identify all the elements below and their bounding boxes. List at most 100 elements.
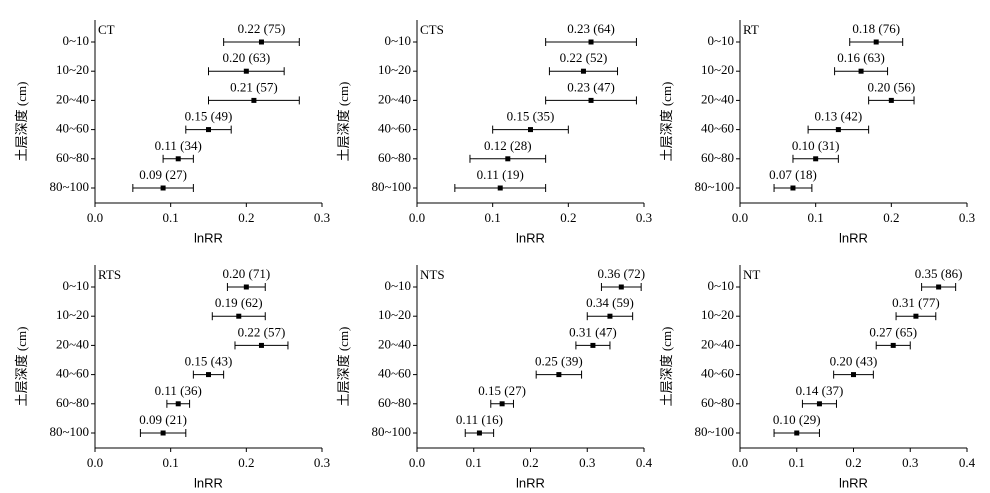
panel-title: RTS [98,267,121,282]
x-tick-label: 0.2 [238,455,254,470]
y-tick-label: 20~40 [378,91,411,106]
x-tick-label: 0.3 [959,210,975,225]
point [618,284,624,290]
value-label: 0.34 (59) [586,295,634,310]
y-tick-label: 40~60 [378,121,411,136]
point [936,284,942,290]
point [580,68,586,74]
value-label: 0.11 (16) [456,412,503,427]
x-tick-label: 0.3 [314,455,330,470]
x-tick-label: 0.3 [636,210,652,225]
point [251,97,257,103]
y-tick-label: 10~20 [56,62,89,77]
y-tick-label: 20~40 [56,336,89,351]
y-axis-label: 土层深度 (cm) [659,327,674,407]
point [816,401,822,407]
y-tick-label: 0~10 [62,278,89,293]
x-tick-label: 0.2 [522,455,538,470]
y-axis-label: 土层深度 (cm) [14,327,29,407]
x-tick-label: 0.3 [579,455,595,470]
x-tick-label: 0.1 [466,455,482,470]
value-label: 0.27 (65) [869,324,917,339]
x-tick-label: 0.0 [409,455,425,470]
value-label: 0.16 (63) [837,50,885,65]
value-label: 0.25 (39) [535,354,583,369]
y-tick-label: 0~10 [384,33,411,48]
y-tick-label: 0~10 [62,33,89,48]
y-tick-label: 60~80 [378,150,411,165]
point [206,372,211,378]
x-tick-label: 0.3 [314,210,330,225]
x-tick-label: 0.1 [485,210,501,225]
x-tick-label: 0.1 [163,210,179,225]
x-tick-label: 0.2 [883,210,899,225]
point [497,185,503,191]
y-tick-label: 10~20 [378,62,411,77]
point [505,156,511,162]
y-tick-label: 60~80 [378,395,411,410]
y-tick-label: 80~100 [49,424,89,439]
panel-title: CT [98,22,115,37]
value-label: 0.31 (47) [569,324,617,339]
x-tick-label: 0.2 [845,455,861,470]
value-label: 0.15 (27) [478,383,526,398]
point [590,342,596,348]
point [851,372,856,378]
value-label: 0.36 (72) [597,266,645,281]
point [607,313,613,319]
point [236,313,242,319]
y-tick-label: 60~80 [701,150,734,165]
value-label: 0.15 (49) [185,109,233,124]
value-label: 0.10 (29) [773,412,821,427]
value-label: 0.07 (18) [769,167,817,182]
x-tick-label: 0.2 [560,210,576,225]
value-label: 0.35 (86) [915,266,963,281]
value-label: 0.15 (43) [185,354,233,369]
y-tick-label: 80~100 [694,424,734,439]
value-label: 0.31 (77) [892,295,940,310]
point [858,68,864,74]
point [258,342,264,348]
x-axis-label: lnRR [194,475,223,490]
point [528,127,533,133]
value-label: 0.13 (42) [815,109,863,124]
value-label: 0.11 (36) [155,383,202,398]
x-tick-label: 0.4 [959,455,976,470]
value-label: 0.11 (34) [155,138,202,153]
y-tick-label: 40~60 [378,366,411,381]
y-tick-label: 20~40 [701,336,734,351]
point [175,401,181,407]
point [890,342,896,348]
value-label: 0.22 (52) [560,50,608,65]
value-label: 0.20 (56) [867,79,915,94]
value-label: 0.20 (63) [222,50,270,65]
y-tick-label: 10~20 [701,62,734,77]
y-tick-label: 60~80 [56,150,89,165]
point [556,372,562,378]
point [888,97,894,103]
y-tick-label: 60~80 [701,395,734,410]
panel-title: CTS [420,22,444,37]
y-tick-label: 40~60 [701,366,734,381]
point [790,185,796,191]
panel-title: RT [743,22,759,37]
point [476,430,482,436]
x-axis-label: lnRR [516,475,545,490]
point [835,127,841,133]
y-tick-label: 10~20 [378,307,411,322]
y-axis-label: 土层深度 (cm) [659,82,674,162]
x-tick-label: 0.0 [87,455,103,470]
value-label: 0.23 (47) [567,79,615,94]
y-tick-label: 0~10 [707,278,734,293]
value-label: 0.21 (57) [230,79,278,94]
y-tick-label: 0~10 [707,33,734,48]
x-tick-label: 0.1 [789,455,805,470]
point [243,68,249,74]
value-label: 0.22 (75) [238,21,286,36]
value-label: 0.23 (64) [567,21,615,36]
x-axis-label: lnRR [839,475,868,490]
panel-title: NTS [420,267,445,282]
x-tick-label: 0.0 [732,455,748,470]
value-label: 0.15 (35) [507,109,555,124]
point [160,185,166,191]
